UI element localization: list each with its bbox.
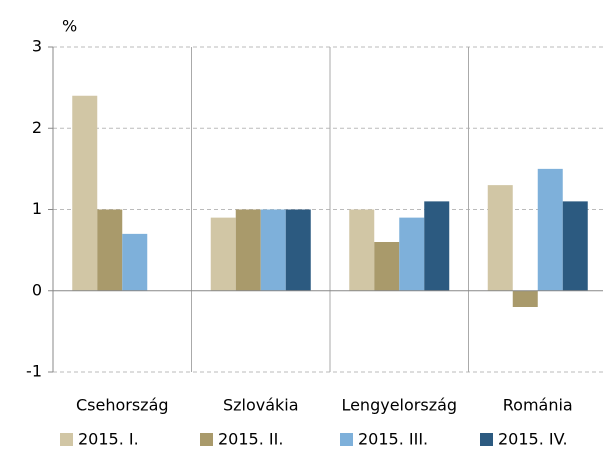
y-tick-label: -1 <box>26 362 42 381</box>
y-tick-label: 0 <box>32 280 42 299</box>
legend-swatch <box>340 433 353 446</box>
bar <box>72 95 98 291</box>
bar <box>512 290 538 307</box>
bar <box>349 209 375 291</box>
legend-label: 2015. I. <box>78 430 139 449</box>
x-tick-label: Szlovákia <box>223 396 299 415</box>
legend-label: 2015. II. <box>218 430 283 449</box>
y-tick-label: 2 <box>32 118 42 137</box>
x-tick-label: Lengyelország <box>341 396 457 415</box>
y-axis-label: % <box>62 17 77 36</box>
bar <box>210 217 236 291</box>
legend-label: 2015. III. <box>358 430 428 449</box>
bar <box>562 201 588 291</box>
legend-swatch <box>480 433 493 446</box>
legend-label: 2015. IV. <box>498 430 568 449</box>
bar <box>537 168 563 291</box>
legend-swatch <box>60 433 73 446</box>
bar <box>235 209 261 291</box>
bar <box>374 242 400 291</box>
legend-swatch <box>200 433 213 446</box>
y-tick-label: 1 <box>32 199 42 218</box>
x-tick-label: Románia <box>503 396 573 415</box>
x-tick-label: Csehország <box>76 396 169 415</box>
bar <box>285 209 311 291</box>
bar <box>260 209 286 291</box>
bar <box>97 209 123 291</box>
bar <box>122 233 148 291</box>
bar <box>424 201 450 291</box>
y-tick-label: 3 <box>32 37 42 56</box>
bar <box>487 185 513 291</box>
bar <box>399 217 425 291</box>
